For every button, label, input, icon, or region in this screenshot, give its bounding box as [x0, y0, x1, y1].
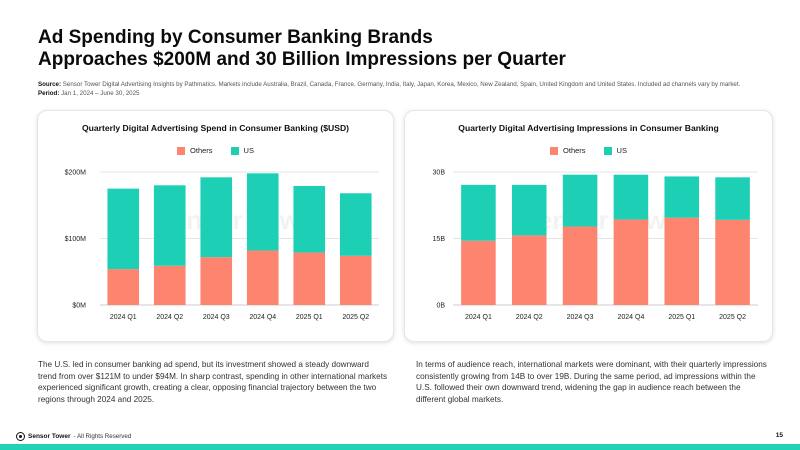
page-title: Ad Spending by Consumer Banking Brands A…: [38, 27, 566, 71]
x-tick-label: 2025 Q2: [719, 314, 746, 321]
bar-segment-us: [664, 176, 700, 218]
footer: Sensor Tower - All Rights Reserved: [16, 432, 131, 441]
source-note: Source: Sensor Tower Digital Advertising…: [38, 80, 740, 98]
x-tick-label: 2024 Q2: [156, 314, 183, 321]
spend-chart-title: Quarterly Digital Advertising Spend in C…: [81, 123, 350, 133]
bottom-accent-bar: [0, 444, 800, 450]
legend-label-us: US: [243, 146, 254, 155]
y-tick-label: 15B: [433, 236, 446, 243]
source-label: Source:: [38, 81, 62, 88]
x-tick-label: 2024 Q1: [465, 314, 492, 321]
y-tick-label: 0B: [436, 303, 445, 310]
spend-summary-text: The U.S. led in consumer banking ad spen…: [38, 360, 388, 405]
bar-segment-others: [511, 235, 547, 305]
legend-item-us: US: [603, 146, 627, 155]
bar-segment-us: [715, 177, 750, 220]
period-label: Period:: [38, 90, 60, 97]
legend-item-others: Others: [177, 146, 213, 155]
bar-segment-others: [293, 252, 326, 305]
page-title-line-2: Approaches $200M and 30 Billion Impressi…: [38, 49, 566, 70]
page-title-line-1: Ad Spending by Consumer Banking Brands: [38, 27, 433, 48]
impressions-chart-legend: Others US: [405, 146, 772, 155]
x-tick-label: 2025 Q1: [296, 314, 323, 321]
bar-segment-us: [562, 174, 598, 227]
bar-segment-others: [664, 217, 700, 305]
watermark-text: Sensor Tower: [520, 205, 690, 235]
spend-chart-card: Sensor Tower $0M $100M $200M 2024 Q1 2024 Q2 2…: [37, 110, 394, 342]
legend-item-others: Others: [550, 146, 586, 155]
bar-segment-us: [153, 185, 186, 266]
bar-segment-us: [461, 184, 496, 241]
impressions-chart-title: Quarterly Digital Advertising Impression…: [458, 123, 719, 133]
y-tick-label: $200M: [65, 170, 87, 177]
legend-swatch-others: [550, 146, 559, 155]
bar-segment-others: [613, 219, 649, 305]
bar-segment-others: [339, 255, 372, 305]
bar-segment-others: [153, 265, 186, 305]
bar-segment-others: [562, 226, 598, 305]
x-tick-label: 2024 Q3: [203, 314, 230, 321]
bar-segment-others: [107, 269, 140, 305]
x-tick-label: 2025 Q2: [342, 314, 369, 321]
bar-segment-others: [246, 250, 279, 305]
y-tick-label: $100M: [65, 236, 87, 243]
impressions-chart-card: Sensor Tower 0B 15B 30B 2024 Q1 2024 Q2 2024 Q…: [404, 110, 773, 342]
legend-item-us: US: [230, 146, 254, 155]
bar-segment-us: [339, 193, 372, 256]
y-tick-label: 30B: [433, 170, 446, 177]
bar-segment-others: [200, 257, 233, 305]
bar-segment-us: [246, 173, 279, 251]
x-tick-label: 2024 Q4: [249, 314, 276, 321]
legend-label-others: Others: [190, 146, 213, 155]
bar-segment-others: [715, 219, 750, 305]
x-tick-label: 2024 Q3: [567, 314, 594, 321]
bar-segment-us: [107, 188, 140, 270]
bar-segment-us: [293, 185, 326, 253]
legend-swatch-others: [177, 146, 186, 155]
footer-brand: Sensor Tower: [28, 433, 71, 440]
bar-segment-us: [613, 174, 649, 220]
bar-segment-others: [461, 240, 496, 305]
legend-swatch-us: [603, 146, 612, 155]
x-tick-label: 2024 Q2: [516, 314, 543, 321]
x-tick-label: 2024 Q1: [110, 314, 137, 321]
impressions-summary-text: In terms of audience reach, internationa…: [416, 360, 767, 405]
legend-swatch-us: [230, 146, 239, 155]
source-text: Sensor Tower Digital Advertising Insight…: [62, 81, 741, 88]
page-number: 15: [775, 432, 783, 439]
legend-label-us: US: [616, 146, 627, 155]
x-tick-label: 2024 Q4: [617, 314, 644, 321]
sensor-tower-logo-icon: [16, 432, 25, 441]
x-tick-label: 2025 Q1: [668, 314, 695, 321]
legend-label-others: Others: [563, 146, 586, 155]
footer-rights: - All Rights Reserved: [73, 433, 132, 440]
spend-chart-legend: Others US: [38, 146, 393, 155]
bar-segment-us: [511, 184, 547, 236]
period-text: Jan 1, 2024 – June 30, 2025: [61, 90, 140, 97]
y-tick-label: $0M: [72, 303, 86, 310]
bar-segment-us: [200, 177, 233, 258]
impressions-chart: Sensor Tower 0B 15B 30B 2024 Q1 2024 Q2 2024 Q…: [433, 170, 758, 321]
